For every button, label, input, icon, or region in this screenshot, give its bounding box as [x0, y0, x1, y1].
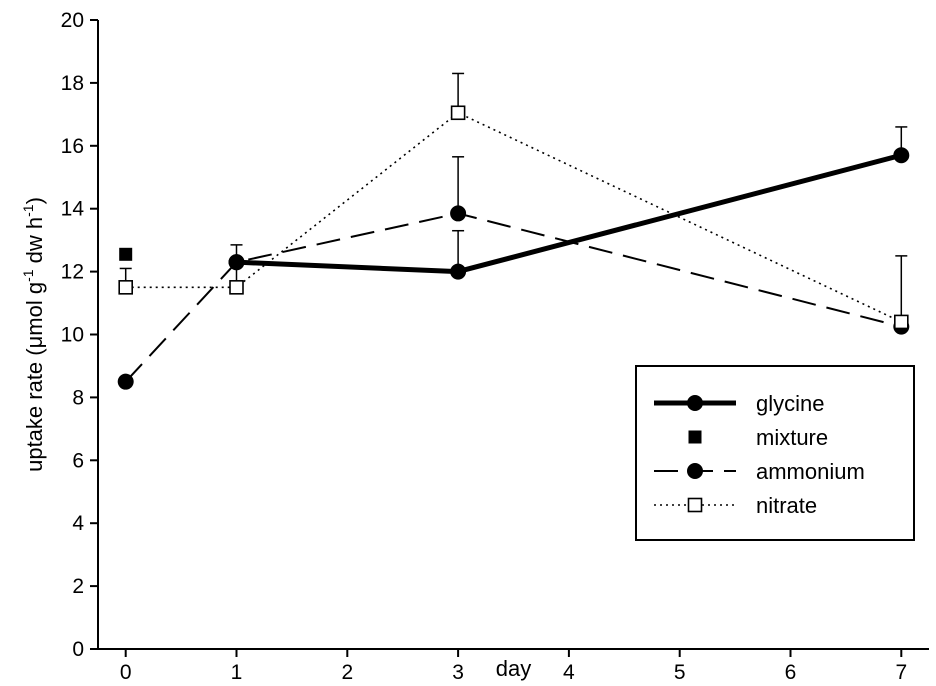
- x-tick-label: 7: [895, 661, 907, 684]
- y-axis-label-mol: mol g: [22, 282, 47, 336]
- legend-marker-ammonium: [687, 463, 703, 479]
- y-axis-label-suffix: ): [22, 197, 47, 204]
- y-tick-label: 14: [61, 198, 85, 221]
- data-point-ammonium: [450, 205, 467, 222]
- series-line-glycine: [236, 152, 902, 275]
- x-tick-label: 0: [120, 661, 132, 684]
- data-point-nitrate: [450, 105, 466, 121]
- x-tick-label: 3: [452, 661, 464, 684]
- data-point-nitrate: [893, 314, 909, 330]
- y-tick-label: 16: [61, 135, 84, 158]
- legend-label-mixture: mixture: [756, 425, 828, 450]
- y-tick-label: 8: [72, 386, 84, 409]
- y-tick-label: 18: [61, 72, 84, 95]
- series-line-nitrate: [125, 111, 902, 323]
- data-point-ammonium: [117, 373, 134, 390]
- x-tick-label: 4: [563, 661, 575, 684]
- y-axis-label-sup1: -1: [20, 269, 36, 282]
- series-line-ammonium: [124, 212, 902, 383]
- x-tick-label: 1: [231, 661, 243, 684]
- y-tick-label: 12: [61, 261, 84, 284]
- y-tick-label: 10: [61, 324, 84, 347]
- legend-label-ammonium: ammonium: [756, 459, 865, 484]
- y-axis-label-prefix: uptake rate (: [22, 348, 47, 472]
- x-tick-label: 6: [785, 661, 797, 684]
- x-tick-label: 2: [341, 661, 353, 684]
- y-axis-label: uptake rate (μmol g-1 dw h-1): [20, 197, 47, 472]
- data-point-mixture: [119, 247, 133, 261]
- y-tick-label: 20: [61, 9, 84, 32]
- legend-marker-glycine: [687, 395, 703, 411]
- y-tick-label: 6: [72, 449, 84, 472]
- data-point-nitrate: [118, 280, 133, 295]
- legend-marker-mixture: [688, 430, 702, 444]
- data-point-ammonium: [228, 254, 245, 271]
- y-tick-label: 4: [72, 512, 84, 535]
- y-axis-label-sup2: -1: [20, 204, 36, 217]
- data-point-nitrate: [229, 280, 244, 295]
- data-point-glycine: [893, 147, 910, 164]
- legend-label-nitrate: nitrate: [756, 493, 817, 518]
- y-axis-label-mu: μ: [22, 336, 47, 349]
- legend-box: [635, 365, 915, 541]
- y-axis-label-dw: dw h: [22, 217, 47, 270]
- legend-label-glycine: glycine: [756, 391, 824, 416]
- plot-data-layer: [117, 72, 910, 390]
- x-tick-label: 5: [674, 661, 686, 684]
- y-tick-label: 2: [72, 575, 84, 598]
- x-axis-label: day: [496, 656, 531, 681]
- legend: glycine mixture ammonium nitrate: [635, 365, 915, 541]
- data-point-glycine: [450, 263, 467, 280]
- y-tick-label: 0: [72, 638, 84, 661]
- legend-marker-nitrate: [687, 497, 703, 513]
